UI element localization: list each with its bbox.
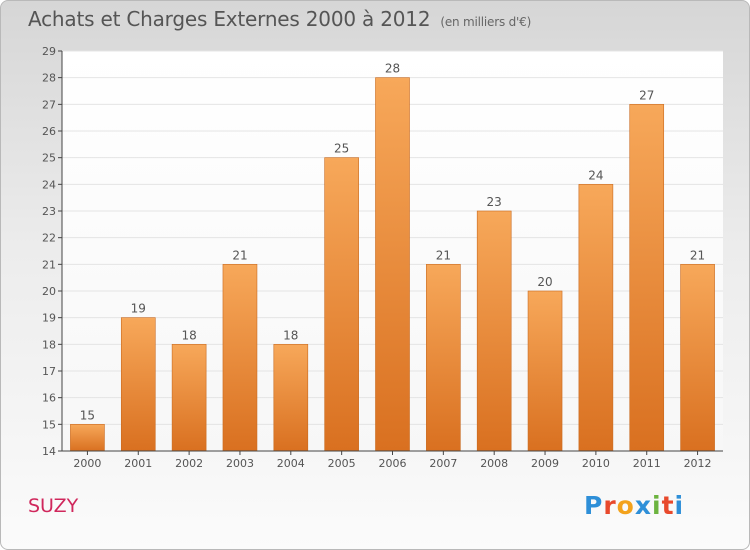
logo-letter: r <box>603 491 617 520</box>
data-label: 24 <box>588 168 603 182</box>
logo-letter: i <box>652 491 662 520</box>
y-tick-label: 22 <box>42 232 56 245</box>
bar <box>222 264 258 452</box>
logo-letter: o <box>616 491 635 520</box>
y-tick-label: 15 <box>42 418 56 431</box>
x-tick-label: 2002 <box>175 457 203 470</box>
y-tick-label: 29 <box>42 45 56 58</box>
bar <box>426 264 461 452</box>
y-tick-label: 18 <box>42 338 56 351</box>
chart-title: Achats et Charges Externes 2000 à 2012 (e… <box>28 7 531 31</box>
data-label: 21 <box>232 248 247 262</box>
data-label: 15 <box>80 408 95 422</box>
x-tick-label: 2004 <box>277 457 305 470</box>
data-label: 23 <box>487 195 502 209</box>
y-tick-label: 17 <box>42 365 56 378</box>
y-tick-label: 26 <box>42 125 56 138</box>
x-tick-label: 2005 <box>328 457 356 470</box>
x-tick-label: 2008 <box>480 457 508 470</box>
y-tick-label: 25 <box>42 152 56 165</box>
x-tick-label: 2010 <box>582 457 610 470</box>
chart-title-text: Achats et Charges Externes 2000 à 2012 <box>28 7 431 31</box>
bar <box>680 264 715 452</box>
bar <box>273 344 309 452</box>
chart-subtitle: (en milliers d'€) <box>440 15 532 29</box>
y-tick-label: 23 <box>42 205 56 218</box>
bar <box>629 104 665 452</box>
data-label: 18 <box>283 328 298 342</box>
y-tick-label: 27 <box>42 98 56 111</box>
x-tick-label: 2011 <box>633 457 661 470</box>
bars: 15 19 18 21 18 25 28 21 23 20 24 27 21 <box>70 62 715 452</box>
logo-letter: x <box>634 491 652 520</box>
y-tick-label: 19 <box>42 312 56 325</box>
bar <box>527 290 563 452</box>
x-tick-label: 2012 <box>684 457 712 470</box>
data-label: 18 <box>181 328 196 342</box>
y-tick-label: 14 <box>42 445 56 458</box>
y-tick-label: 21 <box>42 258 56 271</box>
x-tick-label: 2000 <box>73 457 101 470</box>
proxiti-logo: Proxiti <box>584 491 684 520</box>
data-label: 25 <box>334 142 349 156</box>
place-name: SUZY <box>28 495 79 517</box>
y-tick-label: 16 <box>42 392 56 405</box>
bar <box>70 424 105 452</box>
x-tick-label: 2001 <box>124 457 152 470</box>
bar <box>476 210 512 452</box>
x-tick-label: 2006 <box>379 457 407 470</box>
logo-letter: t <box>661 491 675 520</box>
x-tick-label: 2007 <box>429 457 457 470</box>
y-tick-label: 24 <box>42 178 56 191</box>
bar <box>324 157 359 452</box>
axes: 14 15 16 17 18 19 20 21 22 23 24 25 26 27 28 29 2000 2001… <box>42 45 723 470</box>
data-label: 28 <box>385 62 400 76</box>
y-tick-label: 20 <box>42 285 56 298</box>
bar <box>578 184 614 452</box>
data-label: 19 <box>131 302 146 316</box>
y-tick-label: 28 <box>42 72 56 85</box>
bar <box>120 317 156 452</box>
data-label: 21 <box>436 248 451 262</box>
data-label: 27 <box>639 88 654 102</box>
bar <box>171 344 207 452</box>
data-label: 21 <box>690 248 705 262</box>
x-tick-label: 2009 <box>531 457 559 470</box>
data-label: 20 <box>537 275 552 289</box>
logo-letter: P <box>584 491 604 520</box>
bar <box>375 77 410 452</box>
logo-letter: i <box>674 491 685 520</box>
x-tick-label: 2003 <box>226 457 254 470</box>
